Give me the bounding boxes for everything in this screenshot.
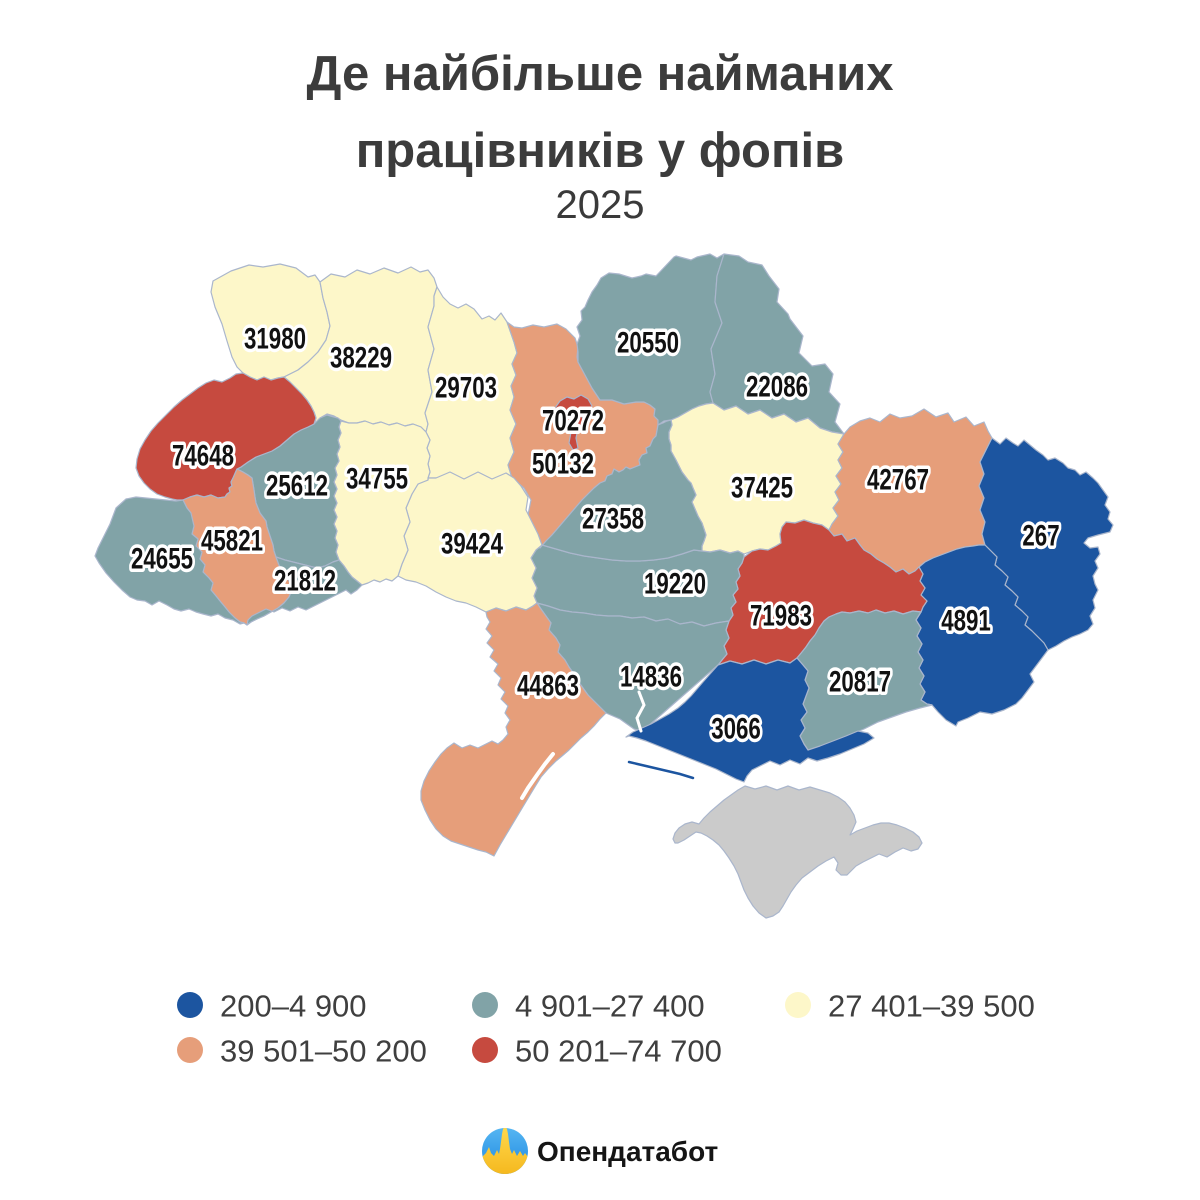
svg-text:44863: 44863	[517, 670, 579, 703]
svg-text:25612: 25612	[266, 470, 328, 503]
svg-text:4 901–27 400: 4 901–27 400	[515, 989, 705, 1024]
svg-text:4891: 4891	[941, 605, 991, 638]
svg-text:39 501–50 200: 39 501–50 200	[220, 1034, 427, 1069]
svg-text:Опендатабот: Опендатабот	[537, 1136, 718, 1167]
svg-text:19220: 19220	[644, 568, 706, 601]
svg-text:38229: 38229	[330, 342, 392, 375]
svg-text:3066: 3066	[711, 713, 761, 746]
svg-text:45821: 45821	[201, 525, 263, 558]
svg-text:14836: 14836	[620, 661, 682, 694]
svg-text:50132: 50132	[532, 448, 594, 481]
svg-text:20550: 20550	[617, 327, 679, 360]
svg-text:70272: 70272	[542, 405, 604, 438]
svg-text:20817: 20817	[829, 666, 891, 699]
svg-text:24655: 24655	[131, 543, 193, 576]
svg-text:22086: 22086	[746, 371, 808, 404]
svg-text:21812: 21812	[274, 565, 336, 598]
svg-text:71983: 71983	[750, 600, 812, 633]
svg-text:37425: 37425	[731, 472, 793, 505]
svg-text:27358: 27358	[582, 503, 644, 536]
svg-text:74648: 74648	[172, 440, 234, 473]
svg-text:200–4 900: 200–4 900	[220, 989, 367, 1024]
svg-text:50 201–74 700: 50 201–74 700	[515, 1034, 722, 1069]
svg-text:42767: 42767	[867, 464, 929, 497]
svg-text:39424: 39424	[441, 528, 503, 561]
svg-text:267: 267	[1022, 520, 1059, 553]
svg-text:29703: 29703	[435, 372, 497, 405]
svg-text:27 401–39 500: 27 401–39 500	[828, 989, 1035, 1024]
svg-text:34755: 34755	[346, 463, 408, 496]
svg-text:31980: 31980	[244, 323, 306, 356]
